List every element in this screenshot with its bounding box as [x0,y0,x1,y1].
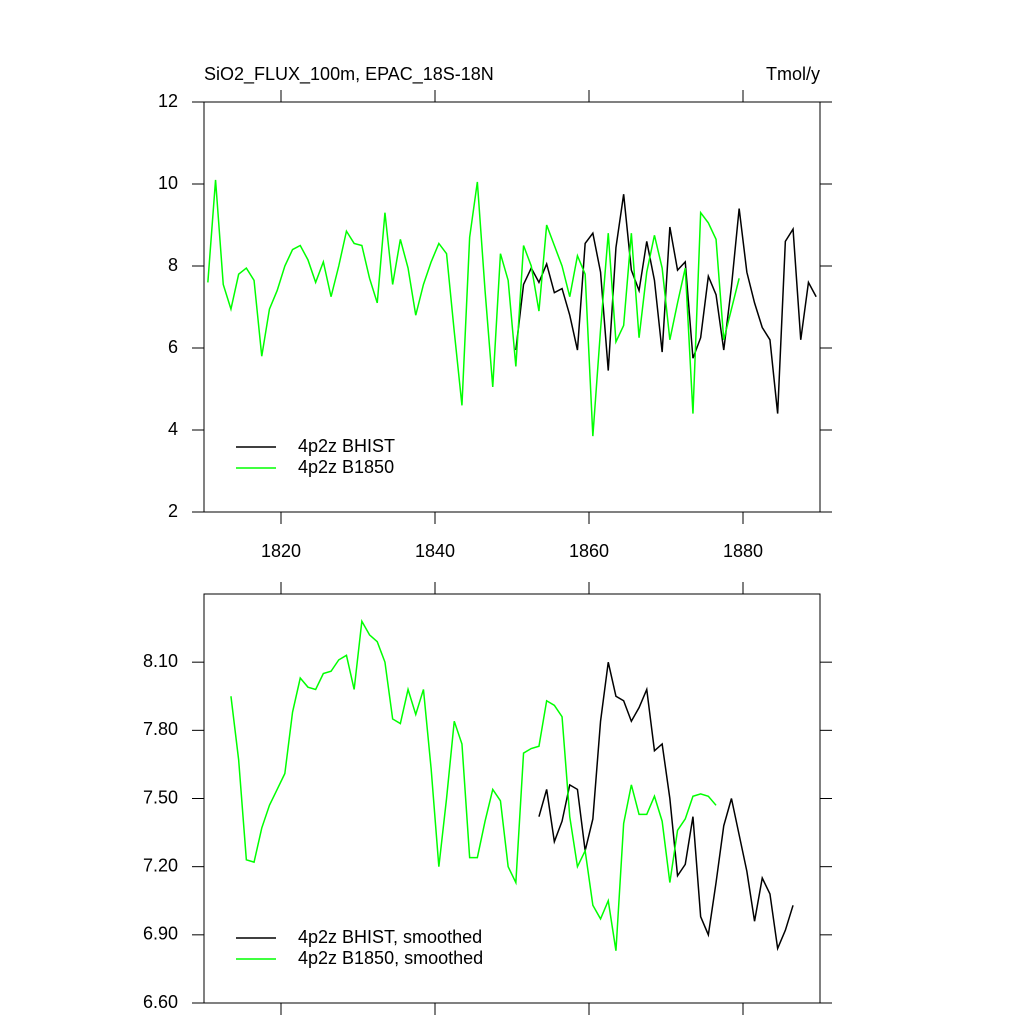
y-tick-label: 6.60 [143,992,178,1012]
x-tick-label: 1840 [415,541,455,561]
legend-label: 4p2z BHIST [298,436,395,456]
y-tick-label: 8 [168,255,178,275]
y-tick-label: 6.90 [143,924,178,944]
legend-label: 4p2z BHIST, smoothed [298,927,482,947]
x-tick-label: 1820 [261,541,301,561]
units-label: Tmol/y [766,64,820,84]
y-tick-label: 2 [168,501,178,521]
y-tick-label: 7.80 [143,719,178,739]
plot-frame [203,593,821,1004]
y-tick-label: 7.50 [143,787,178,807]
x-tick-label: 1860 [569,541,609,561]
y-tick-label: 4 [168,419,178,439]
y-tick-label: 8.10 [143,651,178,671]
y-tick-label: 6 [168,337,178,357]
y-tick-label: 12 [158,91,178,111]
series-line [538,662,794,952]
series-line [230,618,717,951]
series-line [207,179,740,437]
chart-title: SiO2_FLUX_100m, EPAC_18S-18N [204,64,494,85]
y-tick-label: 7.20 [143,855,178,875]
series-line [515,194,817,414]
plot-frame [203,101,821,513]
legend-label: 4p2z B1850 [298,457,394,477]
x-tick-label: 1880 [723,541,763,561]
y-tick-label: 10 [158,173,178,193]
legend-label: 4p2z B1850, smoothed [298,948,483,968]
